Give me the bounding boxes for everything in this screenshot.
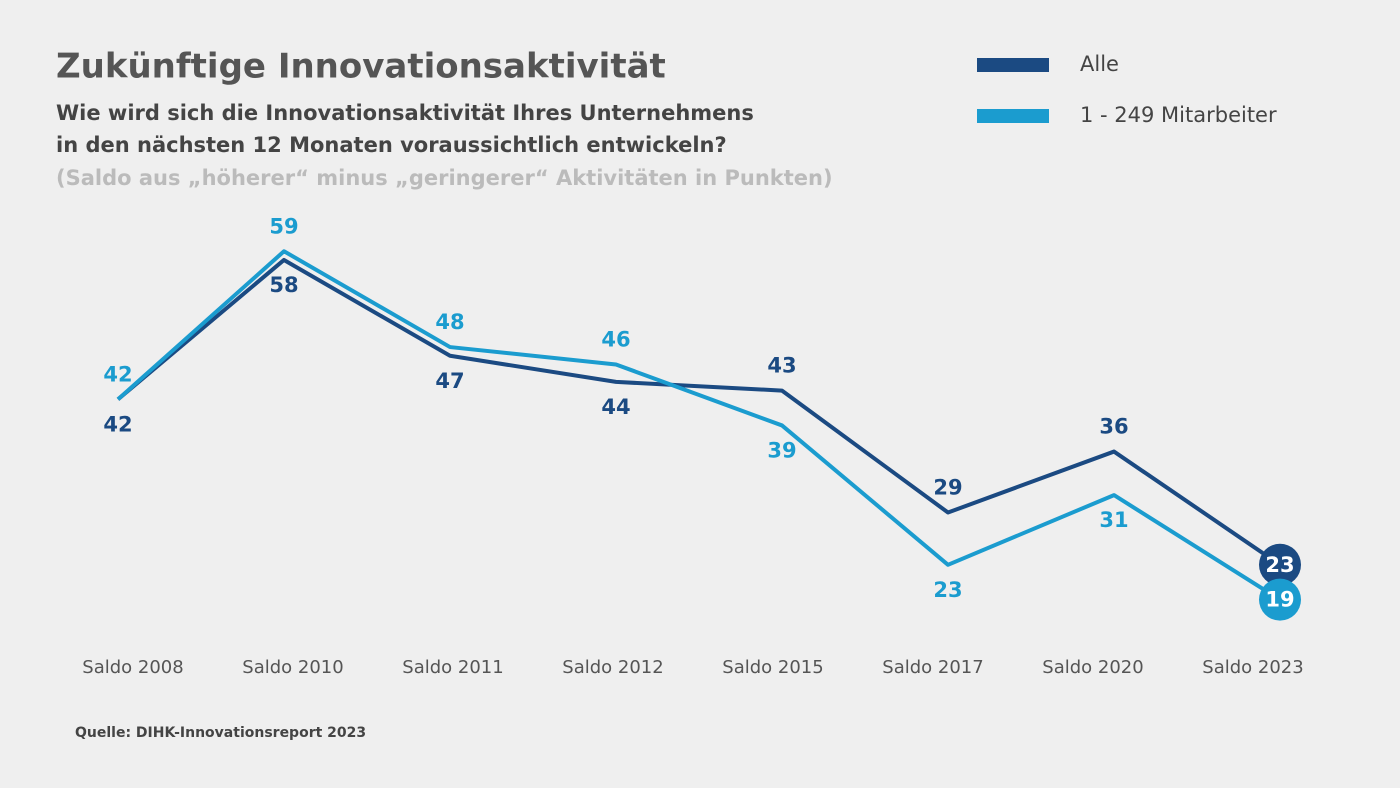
x-tick-label: Saldo 2023 (1202, 657, 1303, 678)
x-tick-label: Saldo 2017 (882, 657, 983, 678)
data-label: 48 (435, 310, 464, 334)
data-label: 39 (767, 438, 796, 462)
data-label: 23 (933, 578, 962, 602)
data-label: 42 (103, 412, 132, 436)
data-label: 44 (601, 395, 630, 419)
x-tick-label: Saldo 2012 (562, 657, 663, 678)
x-tick-label: Saldo 2008 (82, 657, 183, 678)
end-marker (1259, 578, 1301, 621)
data-label: 23 (1265, 553, 1294, 577)
x-tick-label: Saldo 2010 (242, 657, 343, 678)
subtitle: in den nächsten 12 Monaten voraussichtli… (56, 133, 727, 157)
note: (Saldo aus „höherer“ minus „geringerer“ … (56, 166, 833, 190)
data-label: 31 (1099, 508, 1128, 532)
chart-title: Zukünftige Innovationsaktivität (56, 47, 666, 87)
source: Quelle: DIHK-Innovationsreport 2023 (75, 725, 366, 741)
data-label: 42 (103, 362, 132, 386)
data-label: 43 (767, 354, 796, 378)
legend-swatch (977, 58, 1049, 72)
subtitle: Wie wird sich die Innovationsaktivität I… (56, 101, 754, 125)
legend-label: 1 - 249 Mitarbeiter (1080, 103, 1277, 127)
data-label: 58 (269, 273, 298, 297)
x-tick-label: Saldo 2015 (722, 657, 823, 678)
x-tick-label: Saldo 2011 (402, 657, 503, 678)
legend-label: Alle (1080, 52, 1119, 76)
series-line (116, 249, 1282, 602)
data-label: 46 (601, 327, 630, 351)
x-tick-label: Saldo 2020 (1042, 657, 1143, 678)
data-label: 36 (1099, 415, 1128, 439)
series-line (116, 257, 1282, 567)
data-label: 47 (435, 369, 464, 393)
end-marker (1259, 543, 1301, 586)
data-label: 19 (1265, 588, 1294, 612)
data-label: 29 (933, 476, 962, 500)
data-label: 59 (269, 214, 298, 238)
legend-swatch (977, 109, 1049, 123)
